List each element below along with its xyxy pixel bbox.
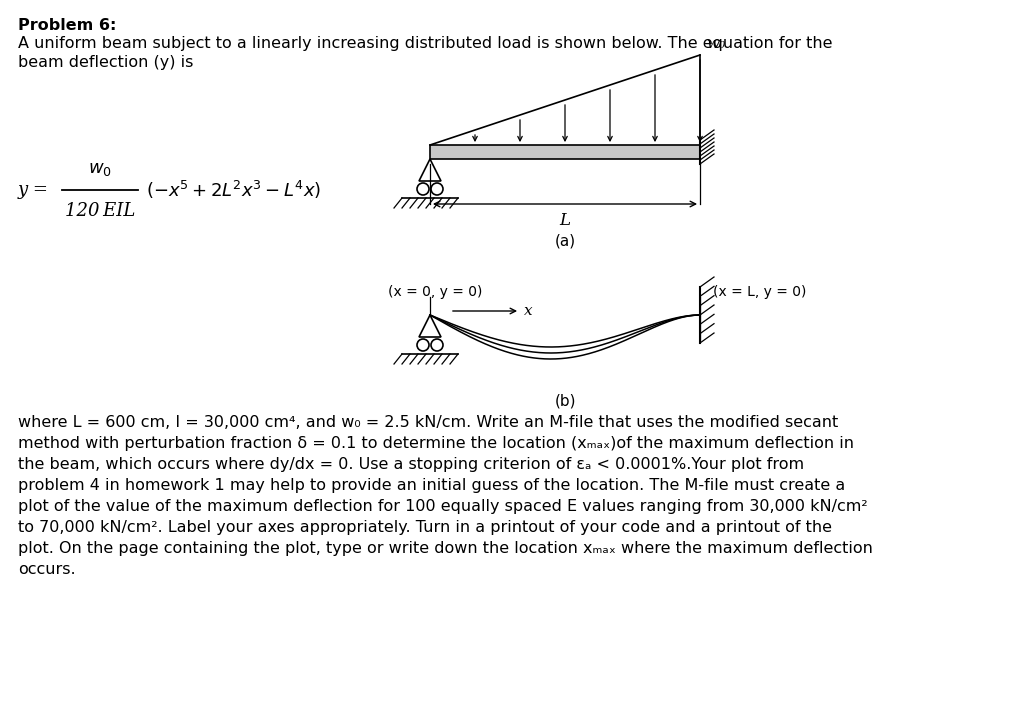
- Text: x: x: [524, 304, 532, 318]
- Text: beam deflection (y) is: beam deflection (y) is: [18, 55, 194, 70]
- Text: A uniform beam subject to a linearly increasing distributed load is shown below.: A uniform beam subject to a linearly inc…: [18, 36, 833, 51]
- Circle shape: [417, 339, 429, 351]
- Text: y =: y =: [18, 181, 49, 199]
- Circle shape: [431, 183, 443, 195]
- Bar: [430, 145, 700, 159]
- Text: $w_0$: $w_0$: [88, 160, 112, 178]
- Text: plot. On the page containing the plot, type or write down the location xₘₐₓ wher: plot. On the page containing the plot, t…: [18, 541, 872, 556]
- Circle shape: [417, 183, 429, 195]
- Polygon shape: [419, 315, 441, 337]
- Text: (b): (b): [554, 393, 575, 408]
- Text: (x = L, y = 0): (x = L, y = 0): [714, 285, 807, 299]
- Text: (a): (a): [554, 234, 575, 249]
- Text: where L = 600 cm, I = 30,000 cm⁴, and w₀ = 2.5 kN/cm. Write an M-file that uses : where L = 600 cm, I = 30,000 cm⁴, and w₀…: [18, 415, 839, 430]
- Text: w₀: w₀: [706, 37, 725, 51]
- Text: (x = 0, y = 0): (x = 0, y = 0): [388, 285, 482, 299]
- Text: 120 EIL: 120 EIL: [65, 202, 135, 220]
- Text: method with perturbation fraction δ = 0.1 to determine the location (xₘₐₓ)of the: method with perturbation fraction δ = 0.…: [18, 436, 854, 451]
- Text: problem 4 in homework 1 may help to provide an initial guess of the location. Th: problem 4 in homework 1 may help to prov…: [18, 478, 845, 493]
- Text: the beam, which occurs where dy/dx = 0. Use a stopping criterion of εₐ < 0.0001%: the beam, which occurs where dy/dx = 0. …: [18, 457, 804, 472]
- Text: Problem 6:: Problem 6:: [18, 18, 117, 33]
- Text: L: L: [559, 212, 570, 229]
- Polygon shape: [419, 159, 441, 181]
- Text: occurs.: occurs.: [18, 562, 76, 577]
- Text: to 70,000 kN/cm². Label your axes appropriately. Turn in a printout of your code: to 70,000 kN/cm². Label your axes approp…: [18, 520, 831, 535]
- Text: plot of the value of the maximum deflection for 100 equally spaced E values rang: plot of the value of the maximum deflect…: [18, 499, 867, 514]
- Text: $(-x^5 + 2L^2x^3 - L^4x)$: $(-x^5 + 2L^2x^3 - L^4x)$: [146, 179, 322, 201]
- Circle shape: [431, 339, 443, 351]
